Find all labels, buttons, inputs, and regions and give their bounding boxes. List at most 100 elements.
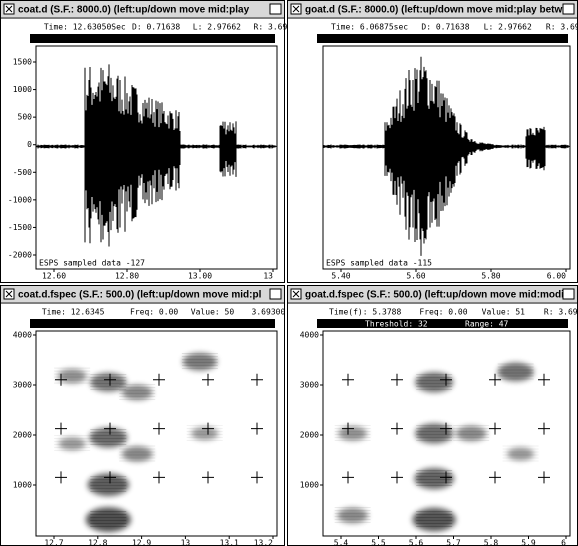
- info-field: R: 3.69300: [546, 23, 578, 32]
- spectral-energy: [121, 384, 153, 401]
- spectral-energy: [121, 446, 153, 462]
- grid-cross: [440, 373, 452, 386]
- y-tick-label: -500: [13, 168, 32, 177]
- info-field: L: 2.97662: [193, 23, 241, 32]
- grid-cross: [538, 422, 550, 435]
- spectral-energy: [338, 426, 368, 441]
- grid-cross: [489, 422, 501, 435]
- x-tick-label: 13: [181, 539, 191, 546]
- info-field: Time: 12.63050Sec: [44, 23, 126, 32]
- grid-cross: [391, 422, 403, 435]
- spectral-energy: [89, 427, 128, 448]
- data-note: ESPS sampled data -115: [326, 259, 432, 268]
- grid-cross: [342, 373, 354, 386]
- grid-cross: [251, 422, 263, 435]
- resize-button[interactable]: [269, 3, 282, 15]
- spectral-energy: [337, 507, 369, 524]
- x-tick-label: 5.40: [331, 272, 350, 281]
- x-tick-label: 13.2: [254, 539, 273, 546]
- spectral-energy: [415, 372, 454, 393]
- info-field: Freq: 0.00: [419, 308, 467, 317]
- x-tick-label: 5.7: [446, 539, 461, 546]
- info-field: Value: 51: [482, 308, 526, 317]
- y-tick-label: 1000: [13, 481, 32, 490]
- scroll-bar: [317, 319, 568, 328]
- plot-area: [35, 330, 278, 537]
- spectral-energy: [412, 507, 456, 532]
- grid-cross: [538, 373, 550, 386]
- scroll-bar: [30, 34, 275, 43]
- x-tick-label: 6.00: [547, 272, 566, 281]
- grid-cross: [391, 471, 403, 484]
- x-tick-label: 5.8: [484, 539, 499, 546]
- close-icon: [292, 5, 300, 13]
- info-field: Time: 12.6345: [42, 308, 105, 317]
- window-title: goat.d.fspec (S.F.: 500.0) (left:up/down…: [305, 290, 564, 301]
- x-tick-label: 12.80: [115, 272, 139, 281]
- info-field: R: 3.69300: [254, 23, 302, 32]
- data-note: ESPS sampled data -127: [39, 259, 145, 268]
- info-field: Time(f): 5.3788: [329, 308, 401, 317]
- x-tick-label: 12.7: [44, 539, 63, 546]
- range: Range: 47: [465, 320, 509, 329]
- window-title: coat.d (S.F.: 8000.0) (left:up/down move…: [18, 5, 250, 16]
- x-tick-label: 5.4: [334, 539, 349, 546]
- grid-cross: [342, 471, 354, 484]
- grid-cross: [342, 422, 354, 435]
- grid-cross: [104, 471, 116, 484]
- resize-button[interactable]: [562, 3, 575, 15]
- y-tick-label: 1500: [13, 58, 32, 67]
- x-tick-label: 5.60: [406, 272, 425, 281]
- grid-cross: [202, 373, 214, 386]
- window-title: coat.d.fspec (S.F.: 500.0) (left:up/down…: [18, 290, 262, 301]
- x-tick-label: 5.5: [371, 539, 386, 546]
- y-tick-label: -1500: [8, 223, 32, 232]
- close-icon: [5, 290, 13, 298]
- spectral-energy: [182, 352, 218, 371]
- title-bar: [1, 1, 284, 17]
- y-tick-label: -1000: [8, 195, 32, 204]
- x-tick-label: 5.6: [409, 539, 424, 546]
- grid-cross: [391, 373, 403, 386]
- info-field: L: 2.97662: [484, 23, 532, 32]
- spectral-energy: [506, 447, 535, 461]
- grid-cross: [153, 471, 165, 484]
- spectral-energy: [87, 473, 130, 496]
- resize-button[interactable]: [269, 288, 282, 300]
- close-icon: [292, 290, 300, 298]
- x-tick-label: 12.9: [132, 539, 151, 546]
- spectral-energy: [85, 507, 131, 532]
- x-tick-label: 13.00: [188, 272, 212, 281]
- info-field: D: 0.71638: [132, 23, 180, 32]
- grid-cross: [489, 471, 501, 484]
- window-title: goat.d (S.F.: 8000.0) (left:up/down move…: [305, 5, 562, 16]
- info-field: Freq: 0.00: [130, 308, 178, 317]
- info-field: Time: 6.06875sec: [331, 23, 408, 32]
- resize-button[interactable]: [562, 288, 575, 300]
- window: goat.d.fspec (S.F.: 500.0) (left:up/down…: [287, 285, 578, 546]
- grid-cross: [104, 422, 116, 435]
- info-field: D: 0.71638: [421, 23, 469, 32]
- x-tick-label: 12.8: [88, 539, 107, 546]
- grid-cross: [538, 471, 550, 484]
- y-tick-label: 0: [27, 140, 32, 149]
- y-tick-label: 1000: [300, 481, 319, 490]
- grid-cross: [440, 422, 452, 435]
- info-field: 3.69300: [252, 308, 286, 317]
- grid-cross: [55, 471, 67, 484]
- grid-cross: [55, 422, 67, 435]
- spectral-energy: [191, 427, 219, 440]
- y-tick-label: 2000: [300, 431, 319, 440]
- title-bar: [1, 286, 284, 302]
- spectral-energy: [414, 468, 455, 490]
- y-tick-label: 1000: [13, 85, 32, 94]
- y-tick-label: 4000: [13, 331, 32, 340]
- x-tick-label: 13.1: [220, 539, 239, 546]
- grid-cross: [202, 471, 214, 484]
- x-tick-label: 12.60: [42, 272, 66, 281]
- y-tick-label: 3000: [300, 381, 319, 390]
- spectral-energy: [58, 437, 86, 451]
- info-field: R: 3.69300: [544, 308, 578, 317]
- grid-cross: [202, 422, 214, 435]
- grid-cross: [440, 471, 452, 484]
